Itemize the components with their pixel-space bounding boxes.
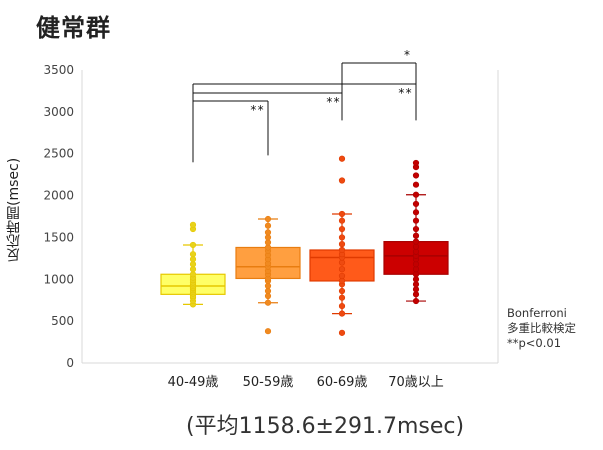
data-point — [338, 310, 346, 317]
y-tick-label: 1000 — [43, 272, 74, 286]
data-point — [412, 209, 420, 216]
data-point — [412, 217, 420, 224]
note-line-method: Bonferroni — [507, 306, 567, 320]
data-point — [264, 229, 272, 236]
note-line-pvalue: **p<0.01 — [507, 336, 562, 350]
x-tick-label: 60-69歳 — [317, 375, 368, 390]
data-point — [264, 328, 272, 335]
data-point — [412, 225, 420, 233]
data-point — [412, 297, 420, 305]
data-point — [338, 177, 346, 184]
significance-label: ** — [250, 103, 264, 117]
significance-label: * — [403, 48, 410, 62]
data-point — [264, 222, 272, 229]
data-point — [189, 221, 197, 228]
data-point — [338, 225, 346, 233]
x-tick-label: 40-49歳 — [168, 375, 219, 390]
y-tick-label: 3000 — [43, 105, 74, 119]
y-tick-label: 3500 — [43, 63, 74, 77]
data-point — [338, 294, 346, 301]
y-tick-label: 500 — [51, 314, 74, 328]
data-point — [189, 241, 197, 249]
data-point — [338, 272, 346, 280]
data-point — [412, 238, 420, 245]
x-tick-label: 50-59歳 — [243, 375, 294, 390]
data-point — [338, 302, 346, 310]
data-point — [338, 241, 346, 248]
data-point — [264, 215, 272, 223]
chart-title: 健常群 — [36, 14, 111, 42]
significance-label: ** — [326, 95, 340, 109]
data-point — [412, 200, 420, 208]
x-tick-label: 70歳以上 — [388, 375, 444, 390]
note-line-test: 多重比較検定 — [507, 321, 576, 335]
mean-summary: (平均1158.6±291.7msec) — [186, 414, 465, 439]
y-tick-label: 1500 — [43, 230, 74, 244]
data-point — [338, 217, 346, 224]
data-point — [264, 299, 272, 306]
y-tick-label: 2000 — [43, 189, 74, 203]
data-point — [189, 251, 197, 258]
data-point — [412, 172, 420, 179]
data-point — [412, 159, 420, 167]
stats-note: Bonferroni 多重比較検定 **p<0.01 — [507, 306, 576, 351]
data-point — [412, 232, 420, 239]
y-tick-label: 2500 — [43, 147, 74, 161]
data-point — [338, 266, 346, 273]
data-point — [412, 181, 420, 188]
data-point — [338, 329, 346, 336]
data-point — [338, 210, 346, 218]
data-point — [338, 287, 346, 295]
data-point — [338, 234, 346, 241]
data-point — [338, 155, 346, 162]
data-point — [338, 246, 346, 254]
significance-label: ** — [398, 86, 412, 100]
data-point — [412, 191, 420, 198]
y-tick-label: 0 — [66, 356, 74, 370]
